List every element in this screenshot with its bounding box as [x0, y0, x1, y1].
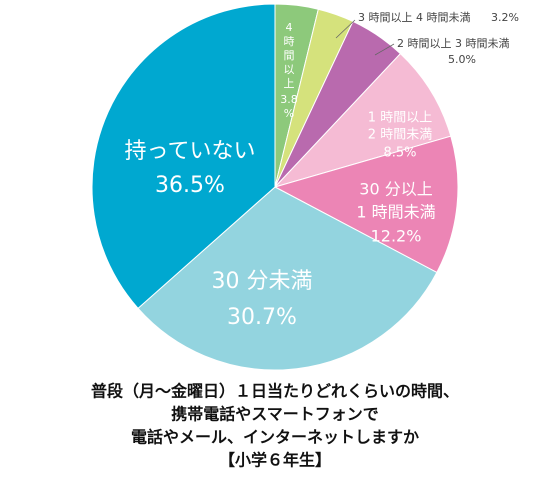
- pie-slice: [273, 52, 452, 188]
- pie-slice: [137, 186, 438, 371]
- value-label: 8.5%: [383, 146, 416, 161]
- slice-label: 3 時間以上 4 時間未満: [358, 11, 471, 24]
- slice-label: 間: [284, 49, 295, 62]
- value-label: %: [284, 107, 294, 120]
- slice-label: 2 時間未満: [368, 128, 432, 143]
- leader-line: [374, 43, 395, 56]
- chart-title: 携帯電話やスマートフォンで: [171, 405, 379, 424]
- value-label: 36.5%: [155, 173, 225, 198]
- value-label: 3.8: [280, 93, 298, 106]
- slice-label: 2 時間以上 3 時間未満: [397, 37, 510, 50]
- value-label: 12.2%: [371, 227, 422, 246]
- slice-label: 上: [284, 77, 295, 90]
- slice-label: 30 分以上: [359, 180, 432, 199]
- chart-title: 普段（月～金曜日）１日当たりどれくらいの時間、: [91, 382, 459, 401]
- chart-title: 電話やメール、インターネットしますか: [131, 428, 419, 447]
- value-label: 5.0%: [448, 53, 476, 66]
- slice-label: 持っていない: [125, 139, 256, 164]
- slice-label: 30 分未満: [212, 269, 313, 294]
- slice-label: 1 時間未満: [356, 203, 435, 222]
- slice-label: 4: [286, 21, 293, 34]
- leader-line: [335, 19, 356, 39]
- value-label: 30.7%: [227, 305, 297, 330]
- slice-label: 1 時間以上: [368, 111, 432, 126]
- chart-title: 【小学６年生】: [219, 451, 331, 470]
- slice-label: 以: [284, 63, 295, 76]
- value-label: 3.2%: [491, 11, 519, 24]
- pie-slice: [273, 135, 459, 274]
- slice-label: 時: [284, 35, 295, 48]
- pie-slice: [91, 3, 276, 310]
